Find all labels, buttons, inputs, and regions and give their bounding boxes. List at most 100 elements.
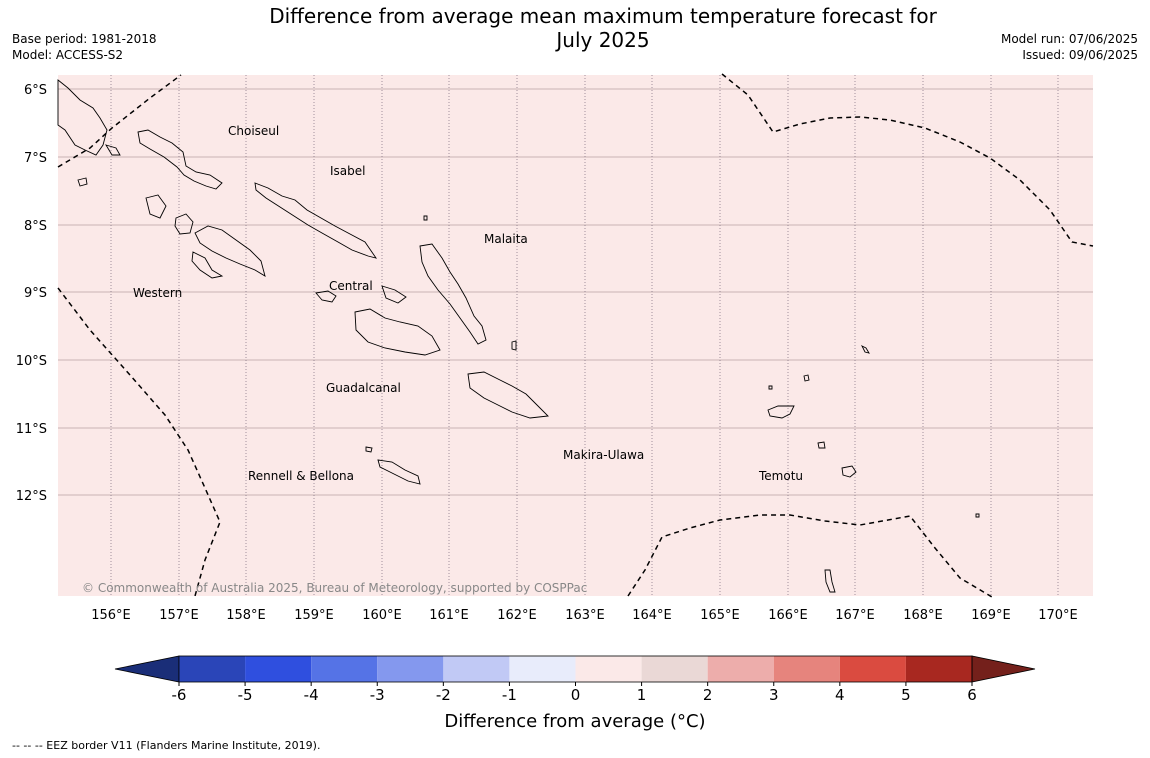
lon-label-163e: 163°E (565, 608, 605, 623)
bellona-outline (365, 446, 373, 453)
colorbar-tick-label: -5 (238, 686, 253, 704)
lat-label-11s: 11°S (16, 422, 47, 437)
bougainville-outline (57, 79, 108, 156)
colorbar-tick-label: 0 (571, 686, 581, 704)
colorbar-segments (114, 655, 1036, 683)
colorbar-tick-label: -3 (370, 686, 385, 704)
makira-outline (467, 371, 549, 419)
colorbar-tick-label: 5 (901, 686, 911, 704)
eez-border-north-east (721, 73, 1094, 247)
colorbar-label: Difference from average (°C) (444, 711, 705, 732)
colorbar-segment (905, 656, 972, 682)
duff-islands-outline (803, 374, 810, 382)
colorbar-segment (509, 656, 576, 682)
map-background (58, 75, 1093, 596)
sikaiana-outline (860, 344, 870, 354)
lon-label-170e: 170°E (1038, 608, 1078, 623)
colorbar-segment (179, 656, 246, 682)
colorbar-segment (377, 656, 444, 682)
eez-borders (57, 73, 1094, 598)
lon-label-162e: 162°E (497, 608, 537, 623)
lon-label-157e: 157°E (159, 608, 199, 623)
issued-date: Issued: 09/06/2025 (1022, 48, 1138, 62)
colorbar-segment (245, 656, 312, 682)
map: Choiseul Isabel Malaita Western Central … (16, 73, 1094, 623)
eez-border-south (627, 514, 993, 598)
islands (57, 79, 980, 593)
lat-label-10s: 10°S (16, 354, 47, 369)
vella-lavella-outline (145, 194, 167, 219)
lon-label-164e: 164°E (632, 608, 672, 623)
kolombangara-outline (174, 213, 194, 235)
colorbar-tick-label: 1 (637, 686, 647, 704)
longitude-labels: 156°E 157°E 158°E 159°E 160°E 161°E 162°… (91, 608, 1078, 623)
lon-label-161e: 161°E (429, 608, 469, 623)
island-small-west (77, 177, 88, 187)
rendova-outline (191, 251, 224, 279)
colorbar-segment (641, 656, 708, 682)
utupua-outline (817, 441, 826, 449)
lon-label-158e: 158°E (226, 608, 266, 623)
title-line-1: Difference from average mean maximum tem… (269, 4, 937, 28)
model-run: Model run: 07/06/2025 (1000, 32, 1138, 46)
anuta-outline (824, 569, 836, 593)
province-label-rennell-bellona: Rennell & Bellona (248, 469, 354, 483)
colorbar-tick-label: 2 (703, 686, 713, 704)
reef-islands-outline (768, 385, 773, 390)
lat-label-6s: 6°S (24, 83, 47, 98)
province-label-western: Western (133, 286, 182, 300)
colorbar-segment (575, 656, 642, 682)
vanikoro-outline (841, 465, 857, 478)
lon-label-168e: 168°E (903, 608, 943, 623)
colorbar-segment (443, 656, 510, 682)
province-label-temotu: Temotu (758, 469, 803, 483)
eez-border-north-west (57, 74, 182, 168)
colorbar-tick-label: 6 (967, 686, 977, 704)
lon-label-165e: 165°E (700, 608, 740, 623)
meta-left: Base period: 1981-2018 Model: ACCESS-S2 (12, 31, 157, 63)
base-period: Base period: 1981-2018 (12, 32, 157, 46)
florida-islands-outline (381, 285, 407, 304)
lat-label-9s: 9°S (24, 286, 47, 301)
colorbar-segment (707, 656, 774, 682)
colorbar-tick-label: -1 (502, 686, 517, 704)
lat-label-12s: 12°S (16, 489, 47, 504)
lat-label-7s: 7°S (24, 151, 47, 166)
colorbar-segment (839, 656, 906, 682)
colorbar-tick-label: 3 (769, 686, 779, 704)
new-georgia-outline (194, 225, 266, 277)
lon-label-156e: 156°E (91, 608, 131, 623)
province-label-isabel: Isabel (330, 164, 365, 178)
rennell-outline (377, 459, 421, 485)
colorbar-segment (311, 656, 378, 682)
chart-title: Difference from average mean maximum tem… (0, 4, 1150, 52)
lon-label-166e: 166°E (768, 608, 808, 623)
eez-footnote: -- -- -- EEZ border V11 (Flanders Marine… (12, 739, 321, 752)
colorbar-segment (773, 656, 840, 682)
province-label-central: Central (329, 279, 373, 293)
province-label-malaita: Malaita (484, 232, 528, 246)
choiseul-outline (137, 129, 223, 190)
colorbar-tick-label: -4 (304, 686, 319, 704)
copyright-notice: © Commonwealth of Australia 2025, Bureau… (82, 581, 587, 595)
colorbar-tick-label: -2 (436, 686, 451, 704)
russell-islands-outline (315, 290, 337, 303)
ulawa-outline (511, 340, 517, 351)
santa-cruz-outline (767, 405, 795, 419)
colorbar-tick-label: 4 (835, 686, 845, 704)
latitude-labels: 6°S 7°S 8°S 9°S 10°S 11°S 12°S (16, 83, 47, 504)
lon-label-159e: 159°E (294, 608, 334, 623)
province-label-makira-ulawa: Makira-Ulawa (563, 448, 644, 462)
shortland-outline (105, 144, 121, 156)
lon-label-169e: 169°E (971, 608, 1011, 623)
colorbar-extend-high (971, 655, 1036, 683)
province-labels: Choiseul Isabel Malaita Western Central … (133, 124, 803, 483)
colorbar-tick-label: -6 (172, 686, 187, 704)
lat-label-8s: 8°S (24, 219, 47, 234)
province-label-guadalcanal: Guadalcanal (326, 381, 401, 395)
meta-right: Model run: 07/06/2025 Issued: 09/06/2025 (1001, 31, 1138, 63)
colorbar-extend-low (114, 655, 180, 683)
ontong-java-outline (423, 215, 428, 221)
guadalcanal-outline (354, 308, 441, 356)
isabel-outline (254, 182, 378, 259)
